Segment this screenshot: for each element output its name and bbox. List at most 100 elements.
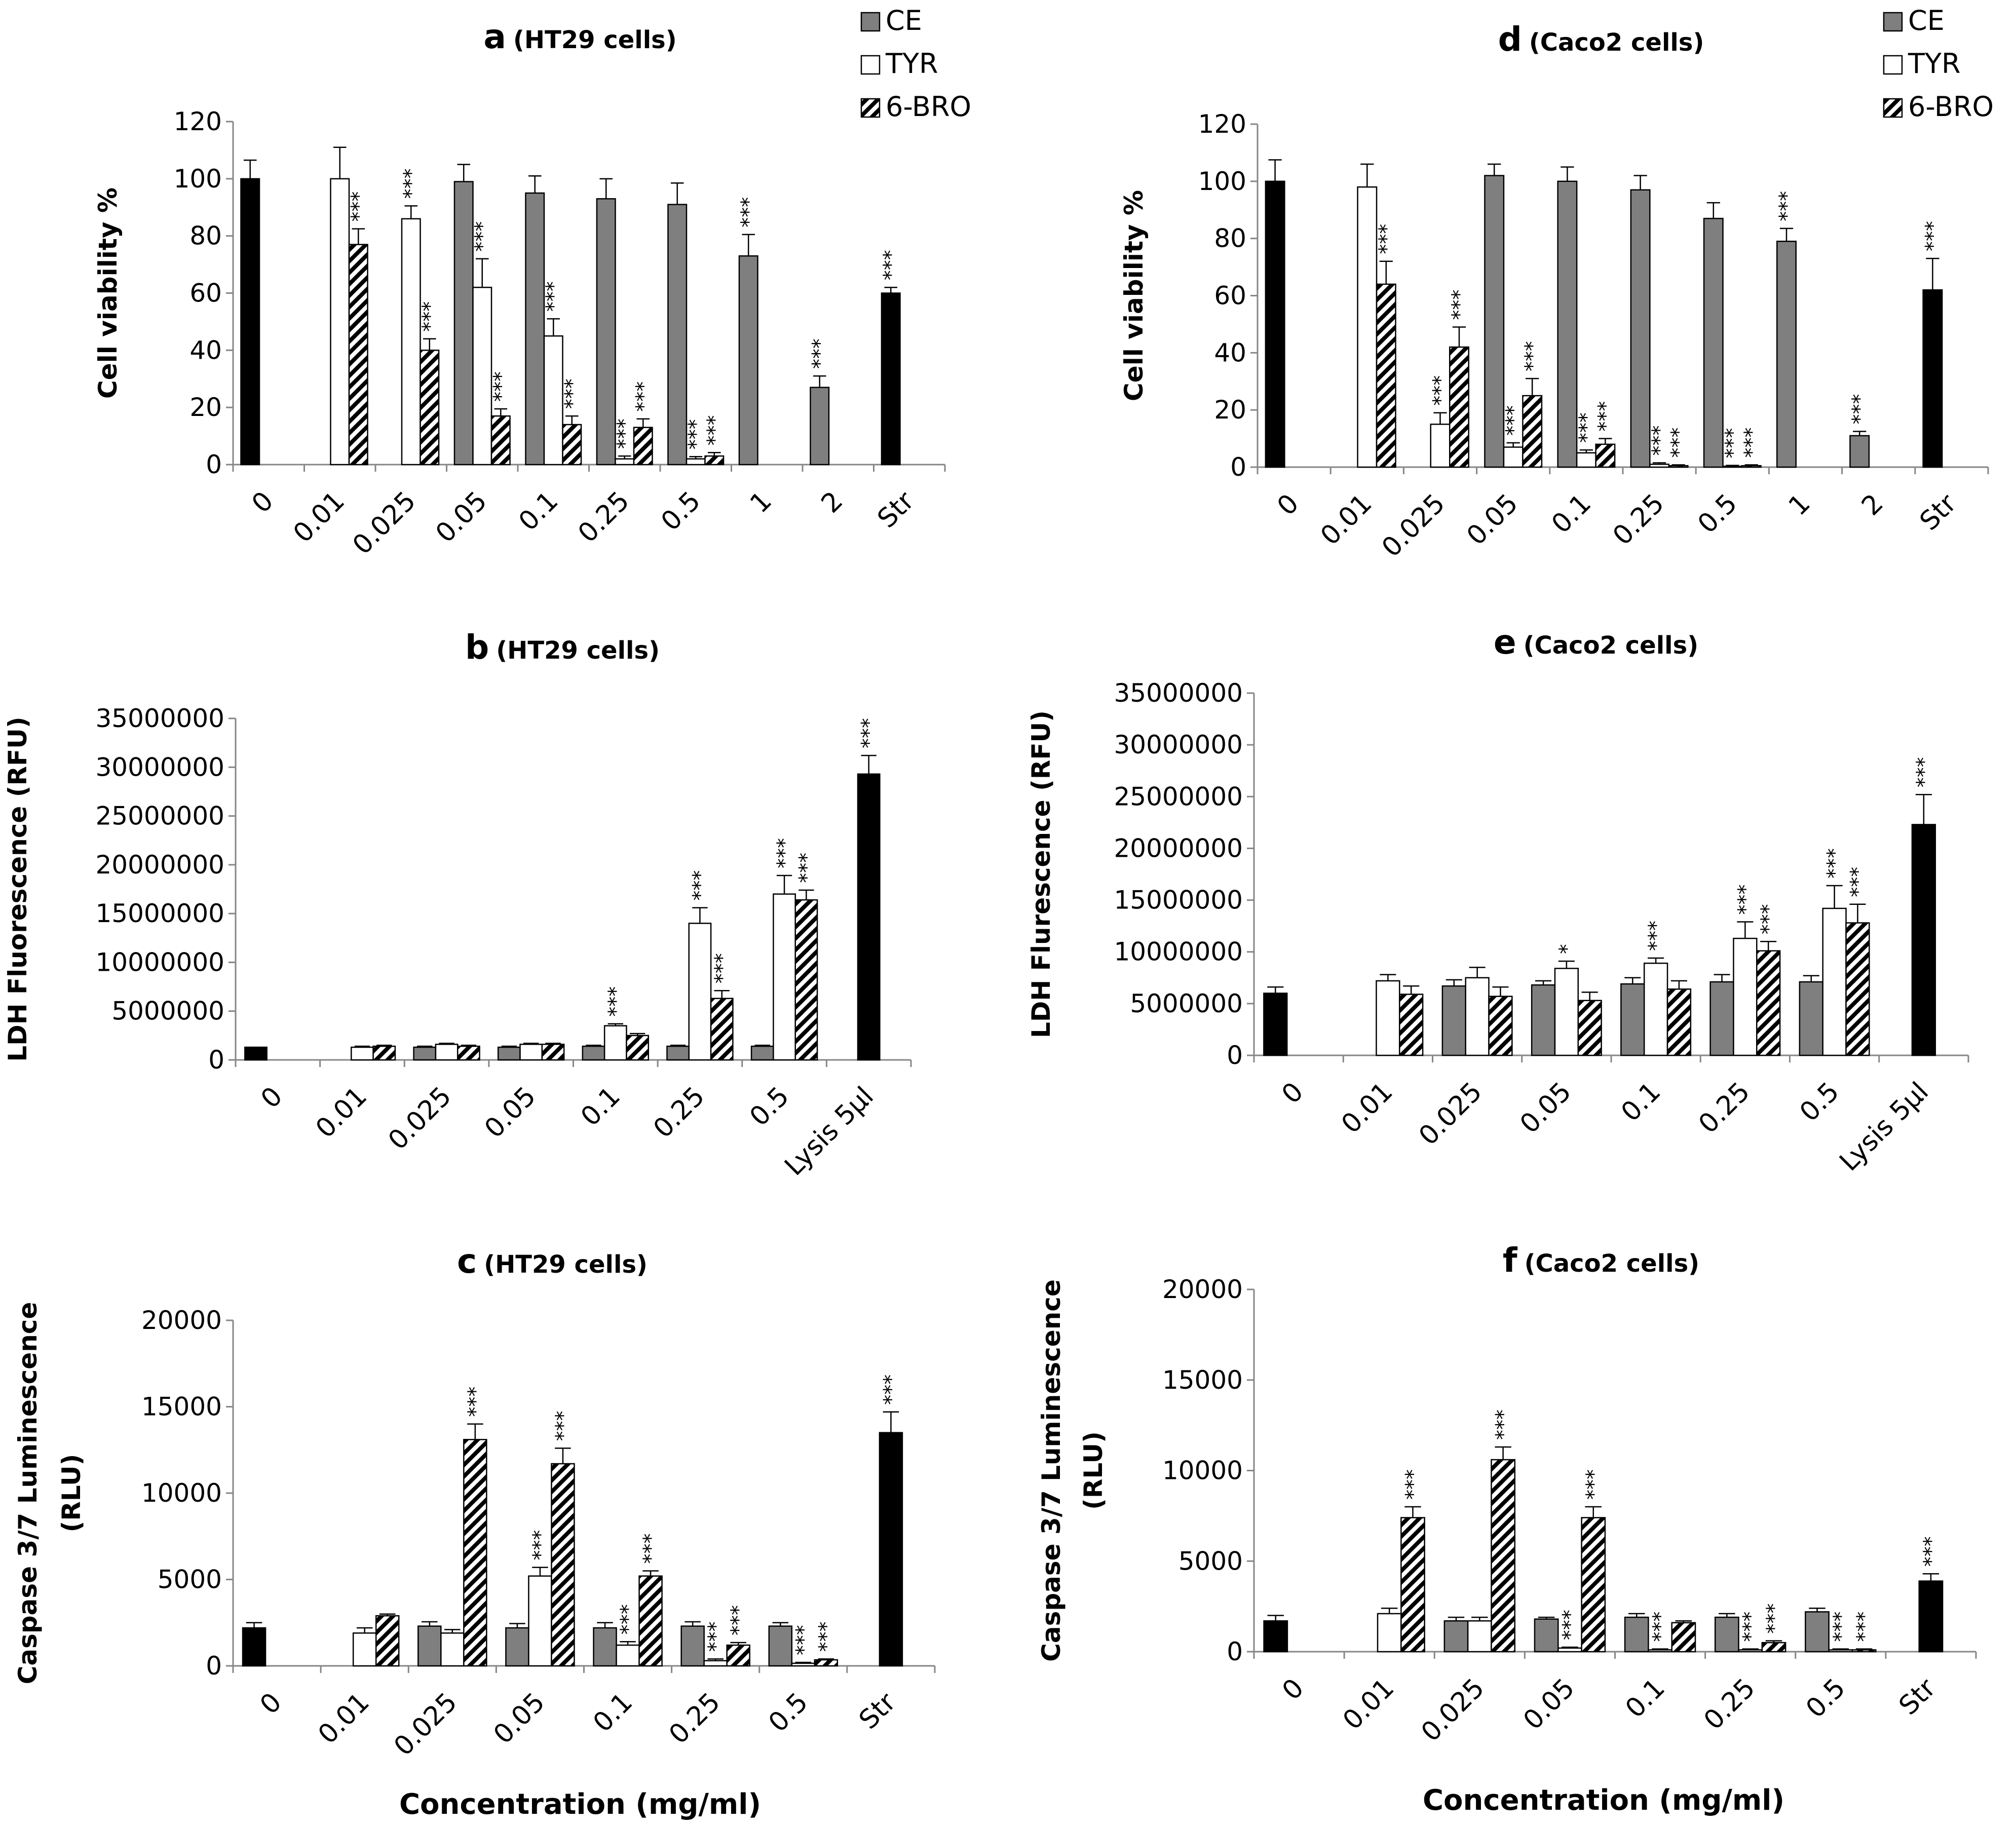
significance-label: *** bbox=[1848, 394, 1872, 424]
bar-tyr bbox=[791, 1662, 816, 1667]
bar-ce bbox=[667, 204, 688, 466]
legends: CE TYR 6-BRO CE TYR 6-BRO bbox=[860, 5, 1994, 123]
bar-tyr bbox=[1503, 446, 1524, 468]
bar-bro bbox=[726, 1644, 750, 1667]
bar-ce bbox=[1849, 435, 1870, 468]
bar-bro bbox=[551, 1463, 575, 1667]
bar-bro bbox=[633, 427, 653, 466]
y-tick-label: 15000 bbox=[141, 1392, 222, 1422]
legend-label: TYR bbox=[1908, 48, 1961, 80]
bar-tyr bbox=[1376, 980, 1400, 1056]
y-tick-label: 60 bbox=[189, 279, 222, 308]
bar-ce bbox=[1805, 1611, 1830, 1653]
bar-ce bbox=[810, 387, 830, 466]
y-tick-label: 100 bbox=[1198, 167, 1246, 196]
chart-title-e: e (Caco2 cells) bbox=[1494, 623, 1698, 662]
y-tick-label: 80 bbox=[1214, 224, 1246, 253]
category-label: 0.01 bbox=[288, 486, 351, 549]
bar-bro bbox=[1449, 346, 1469, 468]
bar-ce bbox=[453, 181, 474, 466]
bar-tyr bbox=[703, 1660, 728, 1667]
chart-b: b (HT29 cells) 0 5000000 10000000 15000000 200… bbox=[3, 628, 912, 1182]
category-label: Str bbox=[853, 1687, 902, 1735]
y-tick-label: 0 bbox=[206, 450, 222, 479]
y-tick-label: 30000000 bbox=[1114, 730, 1243, 759]
significance-label: *** bbox=[617, 1604, 640, 1634]
bar-tyr bbox=[472, 286, 492, 466]
bar-bro bbox=[1756, 950, 1781, 1056]
bar-ce bbox=[1624, 1616, 1649, 1653]
chart-title-subtitle: (Caco2 cells) bbox=[1529, 28, 1704, 57]
bar-tyr bbox=[1828, 1649, 1853, 1653]
chart-title-letter: d bbox=[1498, 20, 1522, 59]
bar-tyr bbox=[686, 458, 706, 466]
bar-control bbox=[240, 178, 260, 466]
significance-label: *** bbox=[1429, 375, 1453, 406]
category-label: 0.025 bbox=[347, 486, 422, 561]
category-label: 0.01 bbox=[1337, 1673, 1400, 1736]
bar-bro bbox=[1668, 465, 1689, 468]
chart-title-subtitle: (Caco2 cells) bbox=[1525, 1249, 1700, 1278]
significance-label: *** bbox=[1763, 1604, 1786, 1634]
bar-tyr bbox=[773, 893, 796, 1061]
significance-label: *** bbox=[1853, 1612, 1876, 1642]
bar-ce bbox=[1443, 1620, 1469, 1653]
category-label: 0.1 bbox=[587, 1687, 638, 1738]
chart-title-d: d (Caco2 cells) bbox=[1498, 20, 1704, 59]
chart-title-subtitle: (HT29 cells) bbox=[496, 636, 660, 665]
significance-label: *** bbox=[880, 250, 903, 280]
bar-ce bbox=[1484, 175, 1505, 468]
chart-f: f (Caco2 cells) 0 5000 10000 15000 20000 0 0.01 0… bbox=[1037, 1241, 1977, 1747]
significance-label: *** bbox=[1913, 757, 1936, 787]
significance-label: *** bbox=[1594, 401, 1617, 432]
y-tick-label: 20 bbox=[1214, 395, 1246, 425]
category-label: 0.25 bbox=[1607, 488, 1670, 551]
category-label: 0 bbox=[254, 1687, 288, 1721]
y-tick-label: 0 bbox=[1227, 1041, 1243, 1070]
bar-ce bbox=[413, 1046, 437, 1061]
significance-label: *** bbox=[464, 1387, 487, 1417]
legend-swatch-tyr bbox=[1883, 55, 1903, 75]
y-tick-label: 30000000 bbox=[96, 752, 225, 782]
bar-control bbox=[879, 1432, 903, 1667]
legend-swatch-tyr bbox=[860, 55, 881, 75]
significance-label: *** bbox=[880, 1375, 903, 1405]
category-label: 0.1 bbox=[575, 1081, 626, 1132]
chart-title-f: f (Caco2 cells) bbox=[1503, 1241, 1699, 1280]
significance-label: *** bbox=[1558, 1610, 1582, 1640]
y-tick-label: 15000000 bbox=[1114, 886, 1243, 915]
category-label: 0.1 bbox=[1615, 1077, 1666, 1128]
bar-bro bbox=[626, 1035, 650, 1061]
bar-ce bbox=[768, 1625, 793, 1667]
significance-label: *** bbox=[704, 1621, 728, 1652]
y-tick-label: 10000000 bbox=[1114, 937, 1243, 967]
significance-label: *** bbox=[1502, 405, 1526, 436]
category-label: 0 bbox=[255, 1081, 289, 1115]
chart-title-subtitle: (HT29 cells) bbox=[513, 26, 677, 54]
bar-control bbox=[1911, 824, 1936, 1056]
significance-label: *** bbox=[604, 986, 628, 1017]
bar-ce bbox=[1799, 981, 1823, 1056]
significance-label: *** bbox=[1921, 221, 1945, 251]
bar-ce bbox=[1620, 983, 1645, 1056]
bar-bro bbox=[1741, 465, 1762, 468]
significance-label: *** bbox=[773, 838, 796, 868]
category-label: 1 bbox=[744, 486, 778, 519]
bar-tyr bbox=[543, 335, 563, 466]
bar-tyr bbox=[351, 1046, 374, 1061]
significance-label: *** bbox=[1830, 1612, 1853, 1642]
significance-label: *** bbox=[1575, 412, 1599, 443]
bar-tyr bbox=[1357, 186, 1378, 468]
category-label: 0.01 bbox=[310, 1081, 373, 1144]
bar-bro bbox=[1666, 988, 1692, 1056]
bar-bro bbox=[1761, 1642, 1786, 1653]
category-label: 0.5 bbox=[1800, 1673, 1851, 1724]
legend-label: CE bbox=[1908, 5, 1945, 36]
category-label: 0 bbox=[1276, 1673, 1310, 1706]
y-tick-label: 0 bbox=[206, 1651, 222, 1681]
y-tick-label: 60 bbox=[1214, 281, 1246, 311]
significance-label: *** bbox=[347, 192, 370, 222]
y-tick-label: 35000000 bbox=[1114, 678, 1243, 708]
category-label: 0.01 bbox=[313, 1687, 375, 1750]
